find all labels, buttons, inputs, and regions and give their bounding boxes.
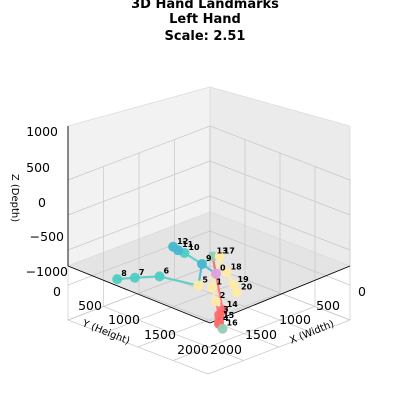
landmark-label: 9 — [206, 254, 212, 263]
landmark-label: 8 — [121, 269, 127, 278]
wall-grid-line — [209, 160, 351, 216]
landmark-label: 10 — [188, 243, 200, 252]
y-tick-label: 0 — [53, 284, 61, 299]
landmark-point — [168, 241, 179, 252]
x-tick-label: 0 — [358, 284, 366, 299]
landmark-label: 7 — [139, 268, 145, 277]
landmark-connection — [211, 255, 224, 312]
x-tick-label: 2000 — [210, 342, 242, 357]
wall-grid-line — [67, 195, 211, 251]
landmark-point — [211, 268, 221, 279]
axis-ticks: 1000 500 0 −500 −1000 0 500 1000 1500 20… — [26, 124, 366, 357]
wall-grid-line — [209, 125, 351, 181]
landmark-point — [193, 280, 204, 291]
landmark-label: 17 — [224, 246, 235, 255]
landmark-label: 16 — [227, 319, 239, 328]
title-line-3: Scale: 2.51 — [165, 29, 246, 44]
landmark-label: 1 — [216, 277, 222, 286]
wall-grid-line — [67, 265, 211, 321]
wall-grid-line — [209, 195, 351, 251]
z-tick-label: −1000 — [26, 264, 68, 279]
landmark-point — [129, 272, 140, 283]
landmark-point — [214, 251, 225, 262]
landmark-label: 18 — [231, 262, 243, 271]
wall-grid-line — [209, 230, 351, 286]
wall-grid-line — [67, 230, 211, 286]
landmark-label: 5 — [202, 276, 208, 285]
wall-grid-line — [67, 160, 211, 216]
landmark-connection — [158, 275, 200, 287]
floor-grid-line — [67, 319, 209, 375]
landmark-point — [112, 274, 123, 285]
z-axis-label: Z (Depth) — [9, 174, 20, 222]
title-line-2: Left Hand — [169, 12, 241, 27]
landmark-label: 13 — [217, 246, 228, 255]
landmark-label: 6 — [164, 266, 170, 275]
landmark-label: 20 — [241, 282, 253, 291]
landmark-point — [232, 287, 242, 298]
title-line-1: 3D Hand Landmarks — [131, 0, 279, 12]
z-tick-label: 0 — [38, 195, 46, 210]
x-tick-label: 1500 — [245, 327, 277, 342]
floor-grid-line — [207, 319, 351, 375]
landmark-point — [214, 316, 225, 327]
z-tick-label: −500 — [30, 229, 64, 244]
y-axis-line — [67, 265, 211, 324]
x-axis-line — [209, 265, 351, 324]
landmark-label: 19 — [238, 275, 250, 284]
landmark-label: 11 — [182, 240, 194, 249]
floor-grid-line — [172, 306, 316, 361]
landmark-label: 12 — [177, 237, 188, 246]
landmark-label: 4 — [223, 314, 229, 323]
x-tick-label: 500 — [316, 298, 340, 313]
wall-grid-line — [209, 265, 351, 321]
landmark-point — [207, 282, 218, 293]
axis-lines — [67, 126, 351, 324]
y-tick-label: 1000 — [108, 312, 140, 327]
landmark-point — [228, 279, 239, 290]
landmark-points — [112, 241, 242, 334]
landmark-point — [154, 271, 165, 282]
landmark-label: 0 — [220, 264, 226, 273]
landmark-label: 15 — [223, 311, 235, 320]
landmark-point — [221, 267, 232, 278]
landmark-point — [217, 323, 228, 334]
wall-grid-line — [67, 125, 211, 181]
z-tick-label: 500 — [26, 160, 50, 175]
landmark-point — [210, 296, 221, 307]
y-tick-label: 500 — [78, 298, 102, 313]
landmark-label: 3 — [223, 305, 229, 314]
landmark-point — [217, 305, 228, 316]
chart-title: 3D Hand Landmarks Left Hand Scale: 2.51 — [131, 0, 279, 44]
landmark-point — [196, 259, 207, 269]
z-tick-label: 1000 — [26, 124, 58, 139]
floor-grid-line — [138, 292, 280, 348]
landmark-label: 14 — [227, 300, 239, 309]
y-tick-label: 2000 — [177, 342, 209, 357]
y-tick-label: 1500 — [144, 327, 176, 342]
floor-grid-line — [103, 306, 244, 361]
x-tick-label: 1000 — [279, 312, 311, 327]
landmark-label: 2 — [220, 291, 226, 300]
landmark-point — [207, 251, 218, 262]
